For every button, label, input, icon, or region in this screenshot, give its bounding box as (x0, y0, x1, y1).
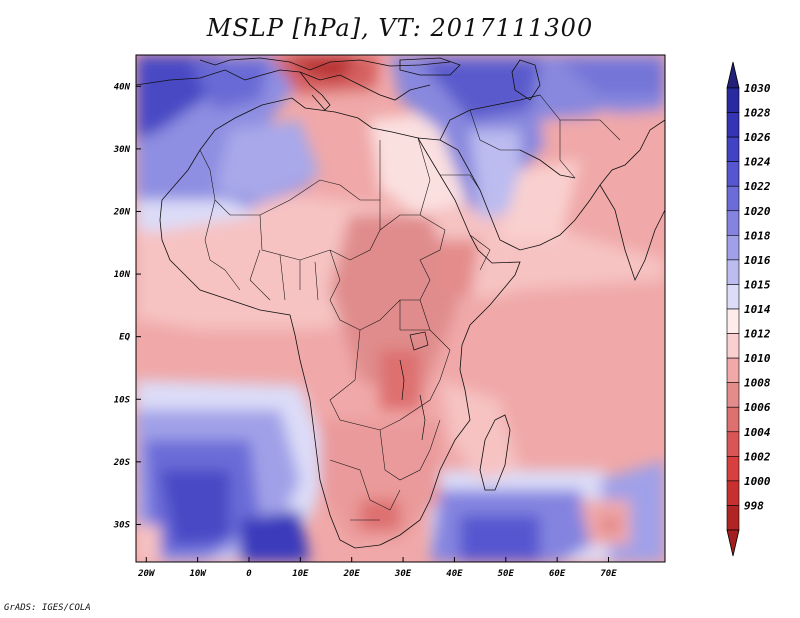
lat-tick-label: 10N (114, 270, 131, 280)
colorbar-label: 998 (744, 499, 764, 512)
lon-tick-label: 30E (394, 569, 412, 579)
lon-tick-label: 70E (600, 569, 617, 579)
lon-tick-label: 40E (446, 569, 463, 579)
colorbar-label: 1018 (744, 229, 771, 242)
colorbar-label: 1016 (744, 254, 771, 267)
lat-tick-label: 30S (113, 520, 131, 530)
colorbar-swatch (726, 136, 740, 162)
colorbar-swatch (726, 505, 740, 531)
colorbar-swatch (726, 284, 740, 310)
country-borders (199, 94, 621, 521)
colorbar-swatch (726, 431, 740, 457)
lat-tick-label: 30N (113, 145, 131, 155)
lat-tick-label: 40N (114, 82, 131, 92)
coastlines (136, 57, 665, 549)
lon-tick-label: 60E (549, 569, 566, 579)
colorbar-swatch (726, 406, 740, 433)
colorbar-label: 1026 (744, 131, 771, 144)
lat-tick-label: 20S (113, 458, 131, 468)
colorbar-top-arrow (726, 61, 740, 89)
colorbar-label: 1004 (744, 426, 771, 439)
lat-tick-label: EQ (119, 333, 130, 343)
colorbar-swatch (726, 112, 740, 138)
map-frame (135, 54, 666, 563)
colorbar: 1030 1028 1026 1024 1022 1020 1018 1016 1015 1014… (726, 61, 771, 557)
colorbar-label: 1010 (744, 352, 771, 365)
colorbar-label: 1015 (744, 278, 771, 291)
colorbar-label: 1030 (744, 82, 771, 95)
latitude-axis: 40N 30N 20N 10N EQ 10S 20S 30S (113, 82, 141, 530)
colorbar-swatch (726, 456, 740, 482)
lon-tick-label: 10E (292, 569, 309, 579)
colorbar-swatch (726, 333, 740, 359)
colorbar-label: 1012 (744, 328, 771, 341)
colorbar-swatch (726, 259, 740, 285)
lat-tick-label: 20N (113, 207, 131, 217)
longitude-axis: 20W 10W 0 10E 20E 30E 40E 50E 60E 70E (137, 557, 617, 579)
colorbar-label: 1008 (744, 377, 771, 390)
map-title: MSLP [hPa], VT: 2017111300 (206, 14, 594, 42)
colorbar-swatch (726, 185, 740, 212)
colorbar-label: 1020 (744, 205, 771, 218)
lon-tick-label: 0 (246, 569, 252, 579)
grads-credit: GrADS: IGES/COLA (4, 603, 91, 613)
lat-tick-label: 10S (114, 395, 131, 405)
colorbar-swatch (726, 161, 740, 187)
lon-tick-label: 50E (498, 569, 515, 579)
colorbar-swatch (726, 308, 740, 334)
colorbar-swatch (726, 235, 740, 261)
colorbar-swatch (726, 210, 740, 236)
colorbar-label: 1006 (744, 401, 771, 414)
colorbar-label: 1014 (744, 303, 771, 316)
pressure-field (136, 55, 665, 562)
colorbar-label: 1024 (744, 156, 771, 169)
lakes (399, 331, 429, 441)
colorbar-swatch (726, 87, 740, 113)
lon-tick-label: 10W (189, 569, 207, 579)
colorbar-label: 1000 (744, 475, 771, 488)
colorbar-label: 1002 (744, 450, 771, 463)
colorbar-label: 1022 (744, 180, 771, 193)
colorbar-label: 1028 (744, 107, 771, 120)
colorbar-bottom-arrow (726, 529, 740, 557)
colorbar-swatch (726, 382, 740, 408)
lon-tick-label: 20E (343, 569, 361, 579)
colorbar-swatch (726, 357, 740, 383)
colorbar-swatch (726, 480, 740, 506)
lon-tick-label: 20W (137, 569, 156, 579)
